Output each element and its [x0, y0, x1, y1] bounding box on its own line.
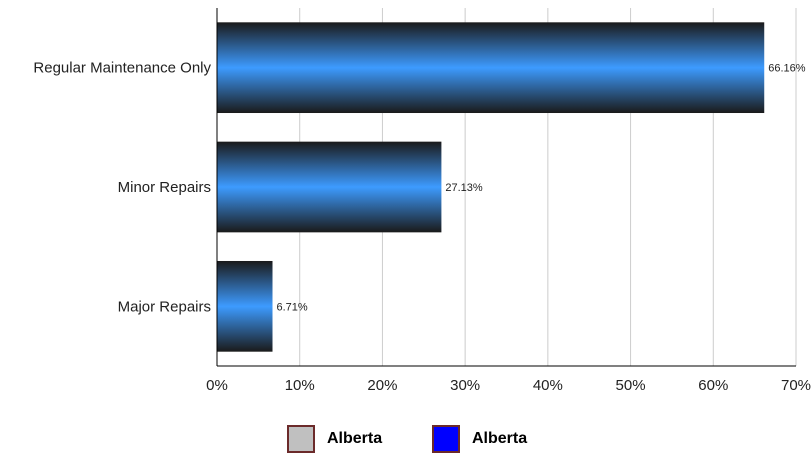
- category-label: Major Repairs: [118, 298, 211, 315]
- legend-swatch: [287, 425, 315, 453]
- legend-label: Alberta: [472, 430, 528, 447]
- x-tick-label: 40%: [533, 377, 563, 394]
- legend-item: Alberta: [287, 424, 382, 454]
- legend-swatch: [432, 425, 460, 453]
- x-tick-label: 50%: [616, 377, 646, 394]
- legend: Alberta Alberta: [0, 424, 812, 454]
- x-tick-label: 0%: [206, 377, 228, 394]
- x-tick-label: 70%: [781, 377, 811, 394]
- bar: [217, 22, 765, 114]
- bar-chart: 0% 10% 20% 30% 40% 50% 60% 70% Regular Maintena…: [33, 8, 811, 394]
- x-tick-label: 20%: [367, 377, 397, 394]
- bar: [217, 260, 273, 352]
- legend-item: Alberta: [432, 424, 527, 454]
- category-label: Regular Maintenance Only: [33, 60, 211, 77]
- data-label: 6.71%: [277, 301, 308, 313]
- data-label: 66.16%: [768, 63, 806, 75]
- x-tick-label: 30%: [450, 377, 480, 394]
- category-label: Minor Repairs: [118, 179, 211, 196]
- bar: [217, 141, 442, 233]
- x-tick-label: 60%: [698, 377, 728, 394]
- x-tick-label: 10%: [285, 377, 315, 394]
- data-label: 27.13%: [445, 182, 483, 194]
- legend-label: Alberta: [327, 430, 383, 447]
